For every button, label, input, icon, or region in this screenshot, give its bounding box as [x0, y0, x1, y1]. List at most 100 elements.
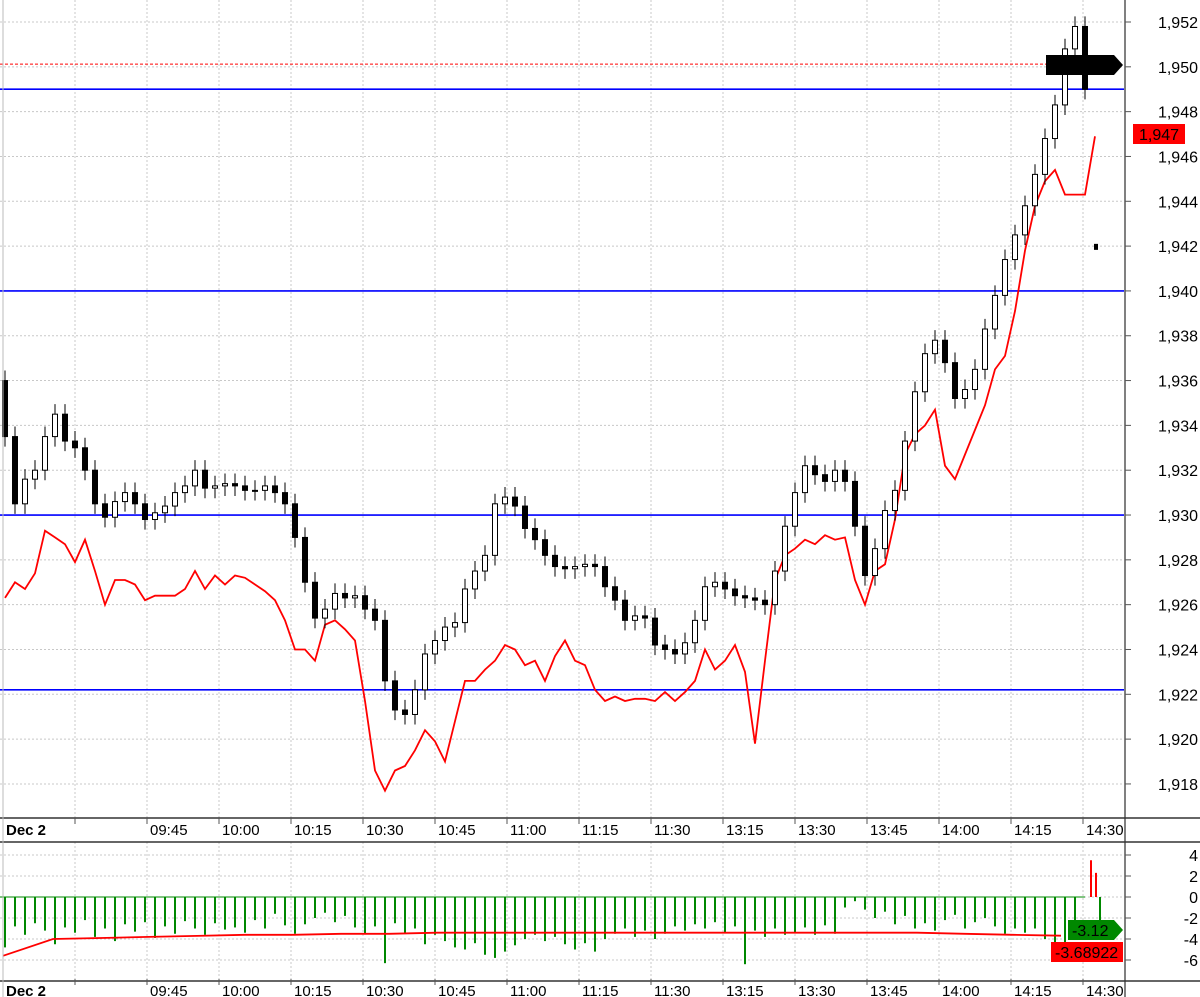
candle — [922, 343, 928, 402]
support-resistance-lines[interactable] — [0, 63, 1125, 691]
y-tick-label: -2 — [1184, 911, 1198, 928]
candle-body — [332, 592, 338, 610]
candle — [672, 639, 678, 665]
candle — [702, 576, 708, 631]
candle — [792, 482, 798, 537]
candle — [82, 437, 88, 481]
candle — [512, 487, 518, 517]
candle — [862, 516, 868, 586]
candle-body — [872, 548, 878, 577]
x-tick-label: 11:15 — [582, 983, 618, 997]
candle-body — [202, 469, 208, 489]
candle-body — [862, 525, 868, 577]
x-tick-label: 10:00 — [222, 822, 260, 839]
x-tick-label: 11:30 — [654, 822, 690, 839]
candle — [312, 572, 318, 629]
candle-body — [992, 294, 998, 330]
candle — [402, 699, 408, 725]
candle — [932, 330, 938, 364]
candle — [242, 475, 248, 501]
x-tick-label: 10:15 — [294, 983, 332, 997]
candle — [42, 426, 48, 481]
candle-body — [612, 586, 618, 601]
candle-body — [712, 581, 718, 588]
x-tick-label: 13:15 — [726, 822, 764, 839]
y-tick-label: 1,940 — [1158, 284, 1198, 301]
signal-line — [2, 931, 1062, 957]
y-tick-label: 1,942 — [1158, 239, 1198, 256]
candle-body — [732, 588, 738, 597]
candle — [62, 404, 68, 452]
x-tick-label: 13:45 — [870, 983, 908, 997]
x-tick-label: 11:30 — [654, 983, 690, 997]
candle — [1052, 94, 1058, 149]
candle-body — [952, 362, 958, 399]
y-tick-label: 2 — [1189, 869, 1198, 886]
candle-body — [232, 483, 238, 487]
candle — [522, 495, 528, 539]
candle-body — [672, 648, 678, 655]
candle-body — [502, 496, 508, 505]
candle-body — [282, 492, 288, 505]
candle — [12, 426, 18, 514]
price-tag: -3.68922 — [1051, 942, 1123, 962]
y-tick-label: -6 — [1184, 953, 1198, 970]
candle-body — [1052, 104, 1058, 140]
x-tick-label: 14:00 — [942, 983, 980, 997]
candle — [632, 605, 638, 631]
candle — [102, 493, 108, 528]
x-tick-label: 14:15 — [1014, 983, 1052, 997]
candle-body — [562, 566, 568, 570]
x-tick-label: 11:00 — [510, 983, 546, 997]
candle-body — [372, 608, 378, 621]
candle — [1022, 195, 1028, 245]
candle-body — [792, 492, 798, 527]
candle — [472, 560, 478, 600]
x-tick-label: 13:15 — [726, 983, 764, 997]
date-label: Dec 2 — [6, 822, 46, 839]
candle — [952, 352, 958, 409]
x-tick-label: 14:30 — [1086, 983, 1124, 997]
x-tick-label: 10:30 — [366, 822, 404, 839]
candle-body — [192, 469, 198, 487]
x-tick-label: 13:30 — [798, 983, 836, 997]
candle — [962, 379, 968, 409]
candle-body — [432, 640, 438, 655]
candle — [782, 516, 788, 582]
candle-body — [172, 492, 178, 507]
candle — [222, 473, 228, 496]
x-tick-label: 10:45 — [438, 822, 476, 839]
candle-body — [602, 566, 608, 588]
candle-body — [1022, 205, 1028, 236]
candle — [592, 554, 598, 577]
price-tag-box — [1068, 920, 1123, 940]
candle-body — [942, 339, 948, 364]
candle-body — [852, 480, 858, 527]
candle — [252, 480, 258, 501]
candle — [112, 491, 118, 528]
y-tick-label: 1,918 — [1158, 777, 1198, 794]
candle-body — [962, 389, 968, 399]
candle — [582, 554, 588, 577]
y-tick-label: -4 — [1184, 932, 1198, 949]
candle-body — [892, 489, 898, 512]
candle — [552, 545, 558, 577]
candle-body — [782, 525, 788, 572]
candle-body — [632, 615, 638, 621]
candle — [842, 460, 848, 492]
candle-body — [1012, 234, 1018, 261]
candle-body — [682, 642, 688, 655]
x-tick-label: 14:00 — [942, 822, 980, 839]
candle-body — [122, 492, 128, 503]
y-tick-label: 1,938 — [1158, 329, 1198, 346]
candle — [362, 585, 368, 620]
price-tag: -3.12 — [1068, 920, 1123, 940]
candle-body — [1094, 243, 1098, 250]
x-tick-label: 10:15 — [294, 822, 332, 839]
candle-body — [832, 469, 838, 482]
candle — [642, 605, 648, 629]
candle — [762, 590, 768, 615]
candle-body — [82, 447, 88, 471]
